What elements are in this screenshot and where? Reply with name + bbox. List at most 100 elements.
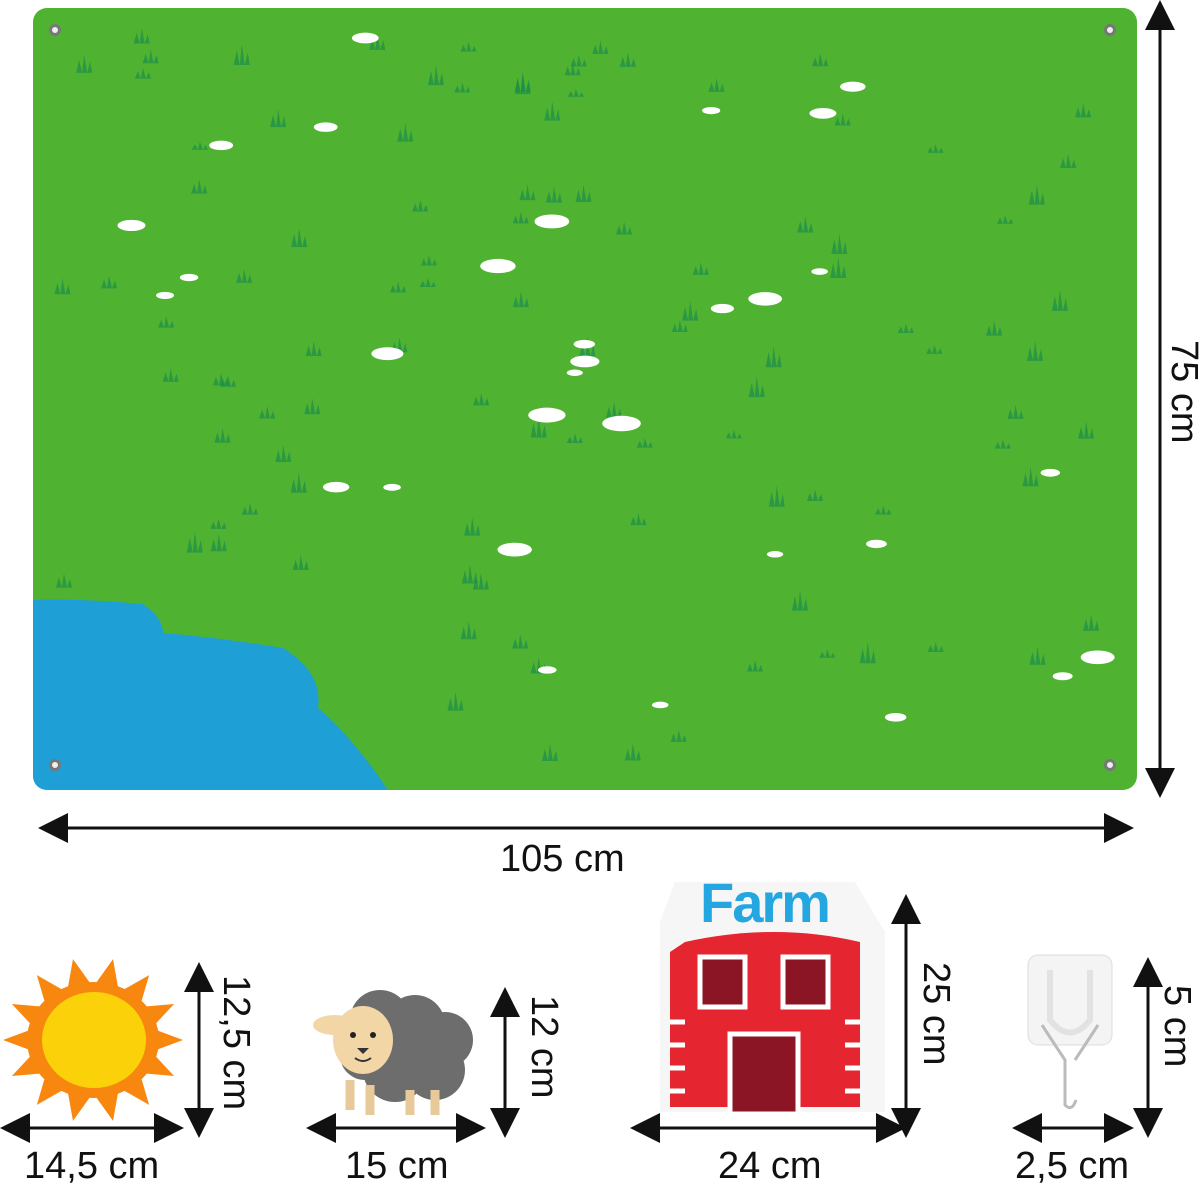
board-height-label: 75 cm — [1163, 340, 1200, 444]
white-flower — [809, 107, 837, 119]
grass-tuft — [420, 255, 437, 266]
white-flower — [209, 140, 234, 151]
sun-ray — [3, 1029, 33, 1051]
sheep-width-label: 15 cm — [345, 1145, 449, 1187]
grass-tuft — [819, 649, 836, 658]
sun-width-label: 14,5 cm — [24, 1145, 160, 1187]
grass-tuft — [512, 212, 529, 224]
white-flower — [651, 701, 669, 709]
grass-tuft — [541, 743, 558, 761]
grass-tuft — [545, 186, 562, 203]
grass-tuft — [412, 200, 429, 212]
white-flower — [1080, 650, 1115, 665]
grass-tuft — [725, 430, 742, 439]
white-flower — [602, 415, 641, 432]
board-decoration — [33, 28, 1115, 790]
board-width-label: 105 cm — [500, 838, 625, 880]
grass-tuft — [236, 268, 253, 283]
white-flower — [566, 369, 583, 376]
grass-tuft — [427, 64, 444, 86]
grass-tuft — [472, 572, 489, 590]
grass-tuft — [1078, 421, 1095, 439]
grass-tuft — [544, 101, 561, 121]
grass-tuft — [519, 184, 536, 201]
hook-height-label: 5 cm — [1156, 985, 1198, 1068]
sun-ray — [67, 1090, 92, 1121]
grass-tuft — [748, 376, 765, 398]
white-flower — [866, 539, 887, 549]
white-flower — [322, 481, 350, 493]
sun-piece — [3, 959, 183, 1121]
grass-tuft — [1051, 289, 1068, 311]
grass-tuft — [746, 660, 763, 672]
grass-tuft — [133, 28, 150, 44]
grass-tuft — [390, 281, 407, 293]
white-flower — [766, 551, 784, 558]
grass-tuft — [1029, 646, 1046, 665]
grass-tuft — [530, 657, 547, 674]
grass-tuft — [570, 54, 587, 67]
grass-tuft — [791, 589, 808, 611]
grass-tuft — [575, 184, 592, 202]
grass-tuft — [212, 372, 229, 386]
grass-tuft — [162, 367, 179, 382]
grass-tuft — [54, 278, 71, 295]
grass-tuft — [566, 433, 583, 443]
grass-tuft — [512, 291, 529, 308]
white-flower — [710, 303, 734, 314]
grass-tuft — [708, 78, 725, 92]
grass-tuft — [986, 320, 1003, 336]
grass-tuft — [1075, 103, 1092, 118]
barn-piece — [660, 882, 885, 1117]
white-flower — [748, 292, 783, 306]
white-flower — [702, 106, 721, 115]
white-flower — [156, 291, 175, 300]
grass-tuft — [830, 256, 847, 278]
white-flower — [811, 268, 828, 275]
grass-tuft — [834, 113, 851, 126]
grass-tuft — [275, 444, 292, 462]
grass-tuft — [927, 641, 944, 652]
white-flower — [313, 122, 338, 132]
white-flower — [480, 258, 516, 274]
grass-tuft — [219, 375, 236, 387]
white-flower — [117, 219, 146, 232]
sun-ray — [36, 975, 65, 1005]
grass-tuft — [1007, 404, 1024, 419]
grass-tuft — [210, 533, 227, 552]
grass-tuft — [290, 472, 307, 493]
sheep-height-label: 12 cm — [523, 995, 565, 1099]
white-flower — [1040, 468, 1061, 477]
grass-tuft — [241, 503, 258, 515]
felt-board — [33, 8, 1137, 790]
grass-tuft — [567, 88, 584, 97]
grass-tuft — [186, 531, 203, 553]
white-flower — [497, 542, 532, 557]
grass-tuft — [210, 518, 227, 529]
grommet — [1104, 759, 1116, 771]
sun-ray — [121, 1075, 150, 1105]
grass-tuft — [605, 401, 622, 419]
white-flower — [383, 483, 401, 491]
grass-tuft — [447, 692, 464, 711]
grass-tuft — [1060, 154, 1077, 168]
grass-tuft — [419, 277, 436, 288]
grass-tuft — [765, 345, 782, 368]
sun-ray — [94, 959, 119, 990]
grass-tuft — [768, 485, 785, 507]
grass-tuft — [233, 43, 250, 66]
grass-tuft — [158, 316, 175, 328]
grass-tuft — [55, 573, 72, 588]
grass-tuft — [460, 41, 477, 52]
grass-tuft — [1022, 467, 1039, 487]
grass-tuft — [1027, 340, 1044, 361]
barn-sign-text: Farm — [700, 871, 831, 934]
grass-tuft — [630, 513, 647, 526]
grass-tuft — [259, 406, 276, 419]
grass-tuft — [473, 392, 490, 406]
white-flower — [179, 273, 199, 282]
white-flower — [537, 666, 557, 674]
grass-tuft — [397, 122, 414, 142]
grass-tuft — [897, 323, 914, 333]
